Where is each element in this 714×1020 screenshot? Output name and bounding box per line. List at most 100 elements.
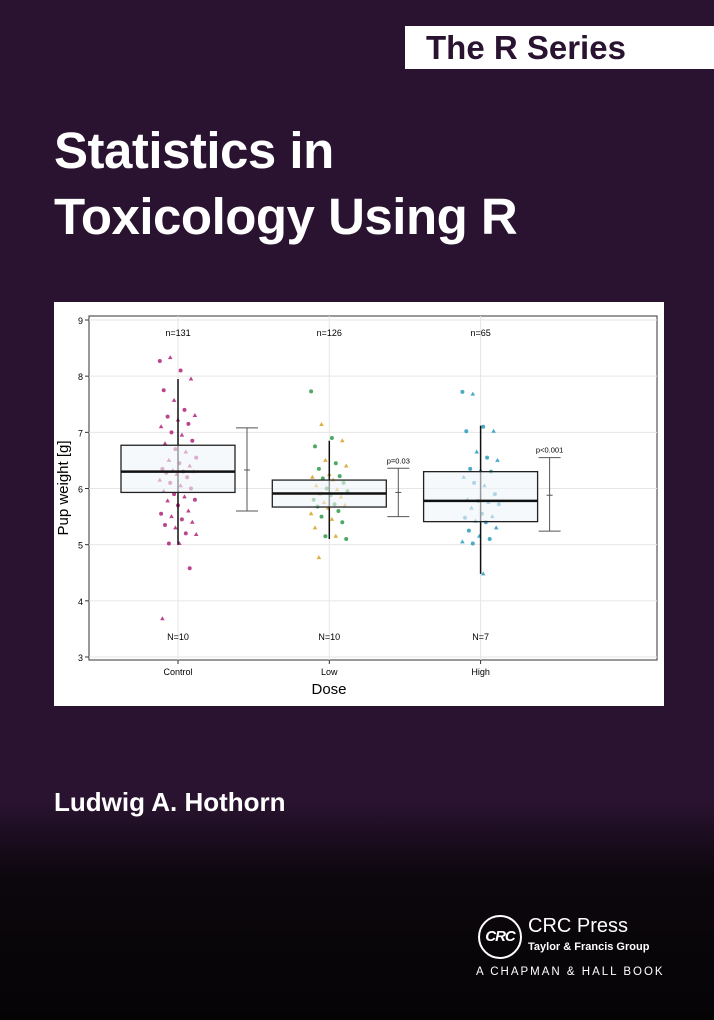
data-point (167, 355, 173, 360)
p-value-label: p=0.03 (387, 456, 410, 465)
data-point (344, 537, 349, 542)
data-point (172, 492, 177, 497)
data-point (165, 414, 170, 419)
data-point (157, 359, 162, 364)
data-point (460, 389, 465, 394)
data-point (158, 424, 164, 429)
group-size-label: N=10 (318, 632, 340, 642)
data-point (309, 389, 314, 394)
x-tick-label: Control (163, 667, 192, 677)
data-point (173, 525, 178, 530)
y-tick-label: 7 (78, 428, 83, 438)
data-point (159, 511, 164, 516)
data-point (313, 444, 317, 449)
data-point (319, 514, 324, 519)
data-point (481, 424, 486, 429)
n-label: n=65 (470, 328, 490, 338)
data-point (192, 497, 197, 502)
data-point (310, 474, 315, 479)
data-point (169, 514, 174, 519)
data-point (464, 429, 469, 434)
bottom-gradient (0, 800, 714, 1020)
data-point (182, 494, 187, 499)
title-line-1: Statistics in (54, 122, 334, 179)
chart-panel: 3 4 5 6 7 8 9 Control n=131 N=10 Low n=126 N=10 p=0.0… (54, 302, 664, 706)
x-axis-label: Dose (311, 681, 346, 698)
data-point (470, 541, 475, 546)
data-point (182, 407, 187, 412)
data-point (329, 516, 335, 521)
box (422, 470, 539, 523)
data-point (343, 463, 349, 468)
x-tick-label: Low (321, 667, 338, 677)
data-point (190, 519, 195, 524)
data-point (491, 428, 496, 433)
data-point (163, 523, 167, 528)
data-point (193, 532, 199, 537)
data-point (333, 461, 338, 466)
data-point (323, 457, 328, 462)
data-point (316, 555, 322, 560)
n-label: n=126 (317, 328, 342, 338)
y-tick-label: 8 (78, 372, 83, 382)
data-point (333, 533, 339, 538)
data-point (316, 466, 321, 471)
data-point (160, 616, 165, 621)
data-point (329, 435, 334, 440)
data-point (319, 421, 324, 426)
data-point (336, 508, 341, 513)
data-point (192, 412, 198, 417)
data-point (188, 376, 194, 381)
data-point (495, 457, 500, 462)
y-tick-label: 4 (78, 597, 83, 607)
data-point (466, 528, 471, 533)
data-point (480, 571, 486, 576)
data-point (312, 525, 318, 530)
data-point (485, 455, 490, 460)
crc-logo: CRC (478, 915, 522, 959)
n-label: n=131 (165, 328, 190, 338)
data-point (171, 397, 177, 402)
data-point (308, 511, 314, 516)
data-point (474, 449, 479, 454)
data-point (470, 391, 476, 396)
y-axis-label: Pup weight [g] (55, 440, 72, 535)
data-point (179, 432, 185, 437)
data-point (340, 520, 345, 525)
data-point (468, 466, 473, 471)
data-point (190, 438, 195, 443)
data-point (179, 517, 184, 522)
book-title: Statistics in Toxicology Using R (54, 118, 518, 250)
y-tick-label: 5 (78, 541, 83, 551)
data-point (183, 531, 188, 536)
data-point (323, 534, 328, 539)
data-point (166, 541, 171, 546)
data-point (460, 539, 465, 544)
data-point (161, 388, 166, 393)
author-name: Ludwig A. Hothorn (54, 787, 286, 817)
series-label: The R Series (405, 26, 714, 69)
data-point (493, 525, 499, 530)
boxplot-chart: 3 4 5 6 7 8 9 Control n=131 N=10 Low n=126 N=10 p=0.0… (55, 315, 658, 698)
x-tick-label: High (471, 667, 490, 677)
publisher-group: Taylor & Francis Group (528, 941, 650, 953)
y-tick-label: 3 (78, 653, 83, 663)
data-point (162, 441, 168, 446)
data-point (165, 498, 170, 503)
group-size-label: N=10 (167, 632, 189, 642)
data-point (320, 476, 325, 481)
data-point (339, 438, 345, 443)
y-tick-label: 6 (78, 485, 83, 495)
data-point (169, 430, 174, 435)
data-point (187, 566, 192, 571)
data-point (186, 508, 191, 513)
data-point (178, 368, 183, 373)
data-point (337, 474, 342, 479)
box (120, 444, 236, 494)
group-size-label: N=7 (472, 632, 489, 642)
data-point (487, 537, 492, 542)
y-tick-label: 9 (78, 316, 83, 326)
publisher-imprint: A CHAPMAN & HALL BOOK (476, 966, 665, 978)
publisher-name: CRC Press (528, 915, 629, 937)
p-value-label: p<0.001 (536, 446, 563, 455)
